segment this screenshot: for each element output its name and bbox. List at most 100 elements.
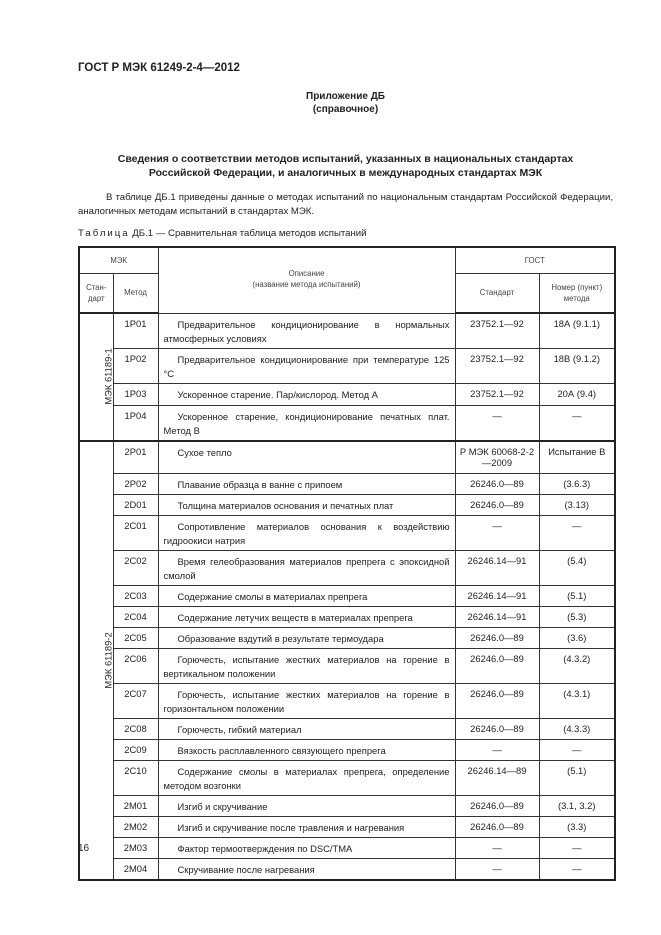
description-cell: Толщина материалов основания и печатных … [157,494,456,516]
gost-standard-cell: 26246.14—89 [454,760,540,796]
description-cell: Содержание летучих веществ в материалах … [157,606,456,628]
group-standard-cell: МЭК 61189-1 [78,312,114,442]
gost-standard-cell: 26246.0—89 [454,473,540,495]
intro-paragraph: В таблице ДБ.1 приведены данные о метода… [78,192,613,217]
gost-standard: 26246.0—89 [470,800,524,811]
description-cell: Ускоренное старение. Пар/кислород. Метод… [157,382,456,406]
table-row: 1P02 Предварительное кондиционирование пр… [79,347,616,384]
gost-standard: 26246.14—89 [467,765,527,776]
header-description: Описание (название метода испытаний) [157,246,456,314]
table-row: 2C07 Горючесть, испытание жестких материа… [79,683,616,719]
table-row: 2C08 Горючесть, гибкий материал 26246.0—89… [79,718,616,740]
method-cell: 2C05 [112,627,159,649]
gost-number: — [572,842,582,853]
group-standard: МЭК 61189-2 [102,632,114,689]
description: Вязкость расплавленного связующего препр… [177,745,386,756]
method-cell: 2M01 [112,795,159,817]
method-cell: 2M03 [112,837,159,859]
description-cell: Фактор термоотверждения по DSC/TMA [157,837,456,859]
gost-standard-cell: 26246.14—91 [454,550,540,586]
table-row: 2C06 Горючесть, испытание жестких материа… [79,648,616,684]
methods-table: МЭК Описание (название метода испытаний)… [78,246,617,881]
gost-standard: 26246.14—91 [467,611,527,622]
table-row: 2M01 Изгиб и скручивание 26246.0—89 (3.1, 3… [79,795,616,817]
method: 2D01 [124,499,147,510]
gost-standard: 26246.14—91 [467,555,527,566]
gost-number-cell: (5.3) [538,606,616,628]
description: Сухое тепло [177,446,232,458]
table-row: 2C09 Вязкость расплавленного связующего п… [79,739,616,761]
gost-standard-cell: 23752.1—92 [454,347,540,384]
description: Содержание смолы в материалах препрега [177,591,368,602]
method: 2P02 [124,478,147,489]
description-cell: Горючесть, испытание жестких материалов … [157,683,456,719]
gost-standard-cell: 26246.0—89 [454,718,540,740]
description-cell: Изгиб и скручивание после травления и на… [157,816,456,838]
gost-standard-cell: 26246.0—89 [454,795,540,817]
method: 2C10 [124,765,147,776]
gost-standard-cell: — [454,515,540,551]
gost-number-cell: (3.6.3) [538,473,616,495]
header-description-sub: (название метода испытаний) [252,280,361,289]
method-cell: 2P02 [112,473,159,495]
table-row: 2M03 Фактор термоотверждения по DSC/TMA — — [79,837,616,859]
gost-number-cell: (3.13) [538,494,616,516]
gost-standard-cell: 26246.0—89 [454,683,540,719]
gost-number-cell: Испытание В [538,440,616,474]
gost-standard-cell: 26246.0—89 [454,494,540,516]
method: 2C09 [124,744,147,755]
method-cell: 2C08 [112,718,159,740]
description: Ускоренное старение. Пар/кислород. Метод… [177,388,378,400]
method-cell: 2C04 [112,606,159,628]
gost-number-cell: — [538,858,616,881]
gost-standard-cell: 26246.14—91 [454,585,540,607]
method: 2P01 [124,445,147,457]
description: Сопротивление материалов основания к воз… [163,521,450,546]
method: 2C07 [124,688,147,699]
gost-number-cell: 20А (9.4) [538,382,616,406]
gost-number-cell: 18В (9.1.2) [538,347,616,384]
gost-standard: — [492,842,502,853]
header-gost-standard: Стандарт [454,272,540,314]
method: 1P01 [124,318,147,329]
method-cell: 2P01 [112,440,159,474]
table-row: 2M02 Изгиб и скручивание после травления … [79,816,616,838]
description: Образование вздутий в результате термоуд… [177,633,384,644]
description-cell: Ускоренное старение, кондиционирование п… [157,404,456,442]
gost-number: (5.4) [567,555,587,566]
section-title-line2: Российской Федерации, и аналогичных в ме… [148,166,543,179]
description-cell: Вязкость расплавленного связующего препр… [157,739,456,761]
header-method: Метод [112,272,159,314]
page-number: 16 [78,843,90,854]
method: 2M03 [123,842,148,853]
gost-number: — [572,409,582,421]
gost-standard-cell: — [454,837,540,859]
table-row: 2C02 Время гелеобразования материалов пре… [79,550,616,586]
method: 2C01 [124,520,147,531]
description: Горючесть, гибкий материал [177,724,302,735]
gost-number: (3.1, 3.2) [557,800,596,811]
gost-number-cell: (5.4) [538,550,616,586]
gost-number: (4.3.3) [563,723,591,734]
gost-standard: 26246.0—89 [470,499,524,510]
method-cell: 2M02 [112,816,159,838]
description-cell: Содержание смолы в материалах препрега [157,585,456,607]
gost-number-cell: (4.3.3) [538,718,616,740]
table-row: МЭК 61189-2 2P01 Сухое тепло Р МЭК 60068-2-… [78,440,616,881]
group-standard-cell: МЭК 61189-2 [78,440,114,881]
table-row: МЭК 61189-1 1P01 Предварительное кондицион… [78,312,616,442]
method-cell: 1P04 [112,404,159,442]
gost-number: (3.3) [567,821,587,832]
gost-number: 18А (9.1.1) [553,318,600,329]
header-standard: Стан-дарт [78,272,114,314]
method: 2C02 [124,555,147,566]
table-row: 2M04 Скручивание после нагревания — — [79,858,616,881]
gost-standard: 26246.14—91 [467,590,527,601]
gost-standard-cell: — [454,858,540,881]
gost-standard: 26246.0—89 [470,478,524,489]
method: 1P04 [124,409,147,421]
gost-number-cell: — [538,515,616,551]
appendix-title: Приложение ДБ [306,91,385,102]
method: 1P03 [124,387,147,399]
gost-number: (3.13) [564,499,590,510]
